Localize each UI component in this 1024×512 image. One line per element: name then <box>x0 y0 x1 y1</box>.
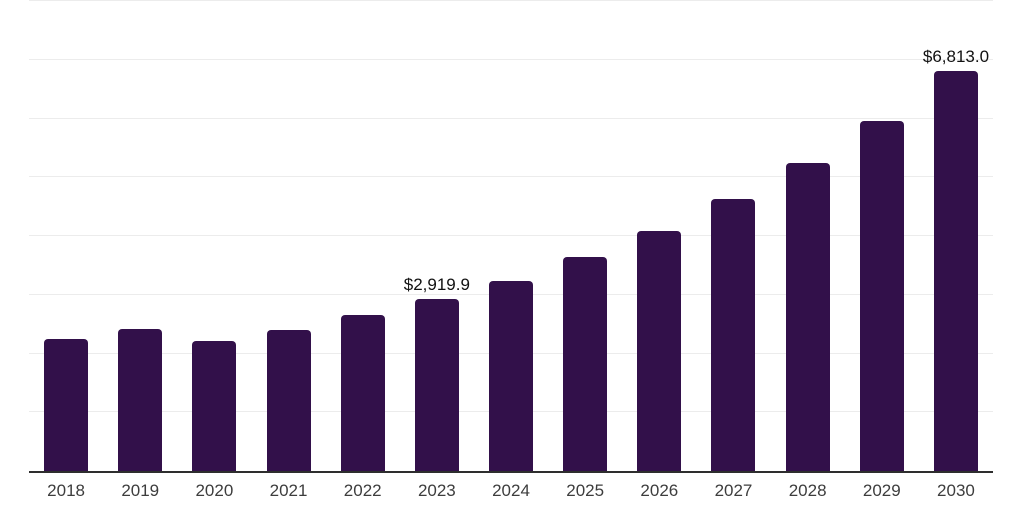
bar-slot-2027 <box>696 1 770 471</box>
x-axis-labels: 2018 2019 2020 2021 2022 2023 2024 2025 2026 2027… <box>29 481 993 501</box>
x-tick-2030: 2030 <box>937 481 975 500</box>
bar-2022 <box>340 315 385 471</box>
bar-slot-2022 <box>326 1 400 471</box>
x-tick-2025: 2025 <box>566 481 605 500</box>
bar-2030 <box>933 70 978 471</box>
x-tick-2029: 2029 <box>862 481 901 500</box>
data-label-2023: $2,919.9 <box>403 275 470 295</box>
bar-slot-2020 <box>177 1 251 471</box>
bar-slot-2026 <box>622 1 696 471</box>
x-tick-2019: 2019 <box>121 481 160 500</box>
bar-slot-2028 <box>771 1 845 471</box>
bar-slot-2025 <box>548 1 622 471</box>
bar-2020 <box>192 340 237 471</box>
x-tick-2018: 2018 <box>47 481 85 500</box>
x-tick-2022: 2022 <box>343 481 382 500</box>
gridline <box>29 58 993 60</box>
bar-2029 <box>859 121 904 471</box>
bar-slot-2023: $2,919.9 <box>400 1 474 471</box>
bar-2024 <box>489 281 534 471</box>
bar-slot-2029 <box>845 1 919 471</box>
x-tick-2020: 2020 <box>195 481 234 500</box>
bar-2028 <box>785 163 830 471</box>
bar-slot-2018 <box>29 1 103 471</box>
bars-layer: $2,919.9 $6,813.0 <box>29 1 993 471</box>
bar-2019 <box>118 329 163 471</box>
bar-slot-2024 <box>474 1 548 471</box>
bar-slot-2021 <box>251 1 325 471</box>
plot-area: $2,919.9 $6,813.0 <box>29 0 993 473</box>
bar-2018 <box>44 339 89 471</box>
gridline <box>29 235 993 236</box>
x-tick-2024: 2024 <box>492 481 530 500</box>
gridline <box>29 0 993 1</box>
bar-2023 <box>414 299 459 471</box>
gridline <box>29 176 993 178</box>
data-label-2030: $6,813.0 <box>922 46 990 66</box>
bar-2027 <box>711 199 756 471</box>
bar-slot-2030: $6,813.0 <box>919 1 993 471</box>
x-tick-2027: 2027 <box>714 481 753 500</box>
x-axis-line <box>29 471 993 473</box>
bar-2026 <box>637 231 682 471</box>
bar-2025 <box>563 257 608 471</box>
bar-slot-2019 <box>103 1 177 471</box>
x-tick-2021: 2021 <box>269 481 308 500</box>
x-tick-2023: 2023 <box>417 481 456 500</box>
bar-2021 <box>266 330 311 471</box>
x-tick-2026: 2026 <box>640 481 679 500</box>
gridline <box>29 117 993 119</box>
x-tick-2028: 2028 <box>788 481 827 500</box>
